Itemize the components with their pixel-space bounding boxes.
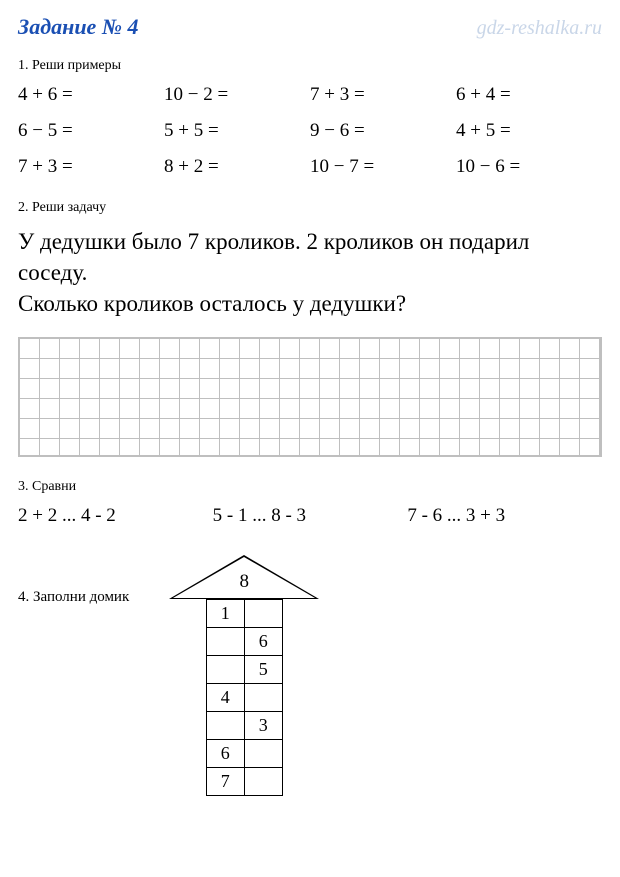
section4-block: 4. Заполни домик 8 1 6 5 4 3 6 7 — [18, 555, 602, 796]
section4-label: 4. Заполни домик — [18, 555, 129, 606]
house-cell — [244, 600, 282, 628]
house-cell: 6 — [206, 740, 244, 768]
example-cell: 6 + 4 = — [456, 84, 602, 106]
number-house: 8 1 6 5 4 3 6 7 — [169, 555, 319, 796]
compare-item: 2 + 2 ... 4 - 2 — [18, 505, 213, 527]
example-cell: 8 + 2 = — [164, 156, 310, 178]
house-row: 1 — [206, 600, 282, 628]
compare-item: 5 - 1 ... 8 - 3 — [213, 505, 408, 527]
house-row: 5 — [206, 656, 282, 684]
example-cell: 4 + 5 = — [456, 120, 602, 142]
house-cell — [244, 684, 282, 712]
watermark: gdz-reshalka.ru — [477, 17, 602, 40]
house-cell: 4 — [206, 684, 244, 712]
story-line: Сколько кроликов осталось у дедушки? — [18, 288, 602, 319]
house-cell: 3 — [244, 712, 282, 740]
examples-grid: 4 + 6 = 10 − 2 = 7 + 3 = 6 + 4 = 6 − 5 =… — [18, 84, 602, 178]
house-cell — [244, 740, 282, 768]
house-cell — [206, 656, 244, 684]
compare-row: 2 + 2 ... 4 - 2 5 - 1 ... 8 - 3 7 - 6 ..… — [18, 505, 602, 527]
section3-label: 3. Сравни — [18, 479, 602, 495]
answer-grid — [18, 337, 602, 457]
house-cell: 6 — [244, 628, 282, 656]
house-cell — [206, 712, 244, 740]
house-cell — [206, 628, 244, 656]
house-row: 3 — [206, 712, 282, 740]
example-cell: 10 − 7 = — [310, 156, 456, 178]
house-row: 6 — [206, 628, 282, 656]
example-cell: 10 − 2 = — [164, 84, 310, 106]
story-line: У дедушки было 7 кроликов. 2 кроликов он… — [18, 226, 602, 288]
house-roof-value: 8 — [240, 571, 250, 599]
house-row: 6 — [206, 740, 282, 768]
house-row: 4 — [206, 684, 282, 712]
example-cell: 10 − 6 = — [456, 156, 602, 178]
example-cell: 5 + 5 = — [164, 120, 310, 142]
example-cell: 6 − 5 = — [18, 120, 164, 142]
house-cell — [244, 768, 282, 796]
house-cell: 1 — [206, 600, 244, 628]
example-cell: 4 + 6 = — [18, 84, 164, 106]
story-text: У дедушки было 7 кроликов. 2 кроликов он… — [18, 226, 602, 319]
example-cell: 9 − 6 = — [310, 120, 456, 142]
house-row: 7 — [206, 768, 282, 796]
section1-label: 1. Реши примеры — [18, 58, 602, 74]
example-cell: 7 + 3 = — [310, 84, 456, 106]
house-table: 1 6 5 4 3 6 7 — [206, 599, 283, 796]
section2-label: 2. Реши задачу — [18, 200, 602, 216]
house-cell: 5 — [244, 656, 282, 684]
house-cell: 7 — [206, 768, 244, 796]
page-title: Задание № 4 — [18, 14, 138, 40]
example-cell: 7 + 3 = — [18, 156, 164, 178]
compare-item: 7 - 6 ... 3 + 3 — [407, 505, 602, 527]
header: Задание № 4 gdz-reshalka.ru — [18, 14, 602, 40]
